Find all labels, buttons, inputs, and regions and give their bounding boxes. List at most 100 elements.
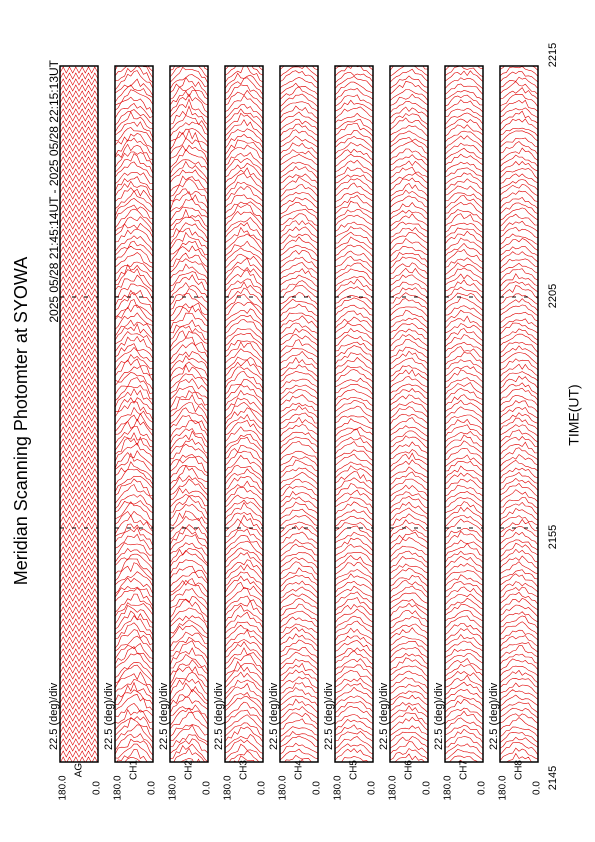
trace <box>225 139 263 155</box>
trace <box>280 436 318 450</box>
trace <box>500 539 538 551</box>
trace <box>335 537 373 552</box>
trace <box>445 167 483 178</box>
trace <box>60 84 98 92</box>
trace <box>335 695 373 707</box>
trace <box>445 530 483 545</box>
trace <box>445 230 483 245</box>
trace <box>445 689 483 700</box>
trace <box>335 748 373 761</box>
trace <box>500 412 538 425</box>
trace <box>115 240 153 257</box>
trace <box>500 382 538 395</box>
trace <box>225 359 263 377</box>
trace <box>170 85 208 100</box>
trace <box>115 371 153 391</box>
trace <box>170 428 208 445</box>
trace <box>115 436 153 455</box>
trace <box>390 66 428 71</box>
trace <box>225 378 263 395</box>
trace <box>225 233 263 252</box>
channel-label: CH4 <box>294 760 305 780</box>
trace <box>225 314 263 329</box>
trace <box>225 654 263 671</box>
trace <box>280 706 318 719</box>
trace <box>225 247 263 263</box>
trace <box>500 375 538 389</box>
trace <box>115 111 153 133</box>
trace <box>170 615 208 630</box>
trace <box>390 602 428 618</box>
trace <box>170 252 208 268</box>
trace <box>390 262 428 275</box>
y-bottom-label: 0.0 <box>422 781 433 795</box>
trace <box>225 181 263 197</box>
trace <box>335 310 373 323</box>
trace <box>335 268 373 281</box>
trace <box>60 474 98 482</box>
trace <box>280 726 318 737</box>
trace <box>445 555 483 569</box>
trace <box>335 525 373 539</box>
trace <box>445 237 483 252</box>
trace <box>280 593 318 605</box>
trace <box>500 581 538 593</box>
trace <box>335 195 373 209</box>
trace <box>445 351 483 366</box>
trace <box>390 627 428 641</box>
trace <box>60 594 98 602</box>
trace <box>170 659 208 677</box>
trace <box>500 352 538 365</box>
trace <box>225 265 263 282</box>
trace <box>500 611 538 623</box>
trace <box>500 447 538 461</box>
channel-label: CH7 <box>459 760 470 780</box>
trace <box>335 418 373 431</box>
trace <box>60 264 98 272</box>
trace <box>335 604 373 616</box>
trace <box>170 671 208 689</box>
trace <box>280 742 318 755</box>
trace <box>280 402 318 412</box>
trace <box>60 564 98 572</box>
trace <box>115 401 153 421</box>
trace <box>500 238 538 251</box>
trace <box>60 630 98 638</box>
trace <box>225 327 263 341</box>
trace <box>500 542 538 557</box>
trace <box>500 66 538 77</box>
trace <box>115 501 153 521</box>
trace <box>225 167 263 185</box>
y-bottom-label: 0.0 <box>147 781 158 795</box>
trace <box>225 722 263 737</box>
trace <box>445 112 483 125</box>
trace <box>500 555 538 569</box>
trace <box>280 394 318 406</box>
trace <box>225 454 263 473</box>
trace <box>115 510 153 528</box>
trace <box>170 378 208 395</box>
trace <box>170 549 208 568</box>
trace <box>500 472 538 484</box>
trace <box>225 739 263 754</box>
trace <box>390 209 428 220</box>
trace <box>170 305 208 322</box>
trace <box>445 430 483 443</box>
trace <box>60 342 98 350</box>
trace <box>115 743 153 761</box>
trace <box>335 731 373 742</box>
x-axis-label: TIME(UT) <box>566 384 582 445</box>
trace <box>445 213 483 227</box>
trace <box>390 694 428 706</box>
trace <box>445 142 483 155</box>
trace <box>445 418 483 432</box>
trace <box>390 491 428 503</box>
trace <box>280 646 318 659</box>
trace <box>60 750 98 758</box>
trace <box>170 198 208 215</box>
trace <box>225 128 263 144</box>
trace <box>500 736 538 749</box>
trace <box>115 335 153 352</box>
trace <box>170 160 208 181</box>
